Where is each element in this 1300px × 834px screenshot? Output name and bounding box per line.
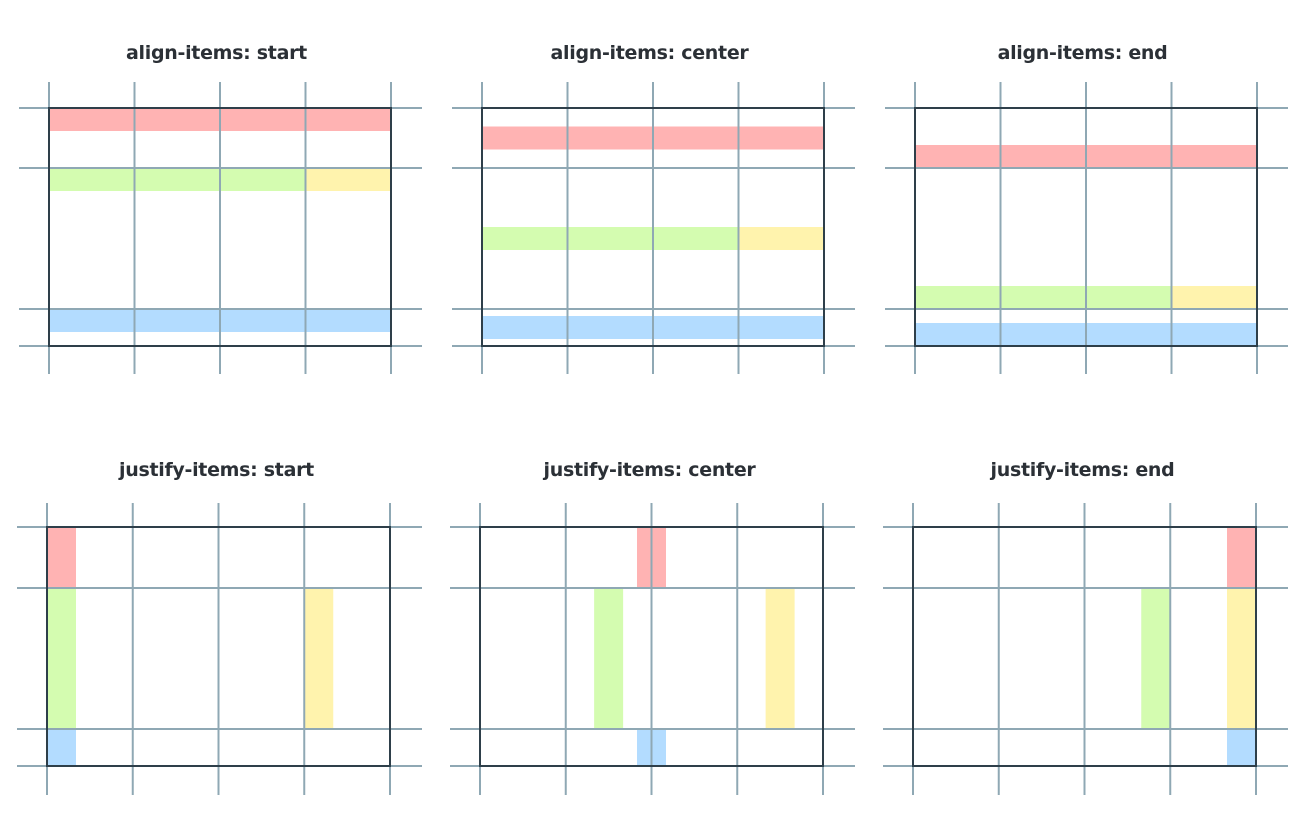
- grid-item-green: [915, 286, 1172, 309]
- panel-align-items-start: align-items: start: [0, 0, 433, 400]
- grid-container-border: [914, 107, 1258, 347]
- grid-item-blue: [47, 729, 76, 766]
- grid-item-blue: [1227, 729, 1256, 766]
- grid-container-border: [479, 526, 824, 767]
- panel-title: justify-items: end: [990, 459, 1175, 481]
- grid-diagram: [452, 82, 855, 374]
- panel-justify-items-start: justify-items: start: [0, 417, 433, 834]
- grid-item-green: [594, 588, 624, 729]
- panel-title: justify-items: center: [543, 459, 756, 481]
- panel-align-items-end: align-items: end: [866, 0, 1299, 400]
- grid-item-green: [47, 588, 76, 729]
- panel-align-items-center: align-items: center: [433, 0, 866, 400]
- grid-item-yellow: [1171, 286, 1257, 309]
- grid-diagram: [883, 503, 1288, 795]
- panel-title: align-items: center: [550, 42, 749, 64]
- panel-title: align-items: start: [126, 42, 307, 64]
- panel-justify-items-end: justify-items: end: [866, 417, 1299, 834]
- grid-item-yellow: [738, 227, 824, 250]
- grid-diagram: [450, 503, 855, 795]
- grid-item-red: [1227, 527, 1256, 588]
- grid-container-border: [912, 526, 1257, 767]
- panel-title: align-items: end: [997, 42, 1168, 64]
- grid-container-border: [48, 107, 392, 347]
- grid-container-border: [481, 107, 825, 347]
- grid-diagram: [17, 503, 422, 795]
- grid-item-green: [1141, 588, 1171, 729]
- panel-title: justify-items: start: [119, 459, 314, 481]
- grid-item-yellow: [1227, 588, 1256, 729]
- grid-item-yellow: [765, 588, 795, 729]
- panel-justify-items-center: justify-items: center: [433, 417, 866, 834]
- grid-container-border: [46, 526, 391, 767]
- grid-diagram: [885, 82, 1288, 374]
- grid-diagram: [19, 82, 422, 374]
- grid-item-yellow: [304, 588, 334, 729]
- grid-item-yellow: [305, 168, 391, 191]
- grid-item-red: [47, 527, 76, 588]
- grid-item-green: [482, 227, 739, 250]
- grid-item-green: [49, 168, 306, 191]
